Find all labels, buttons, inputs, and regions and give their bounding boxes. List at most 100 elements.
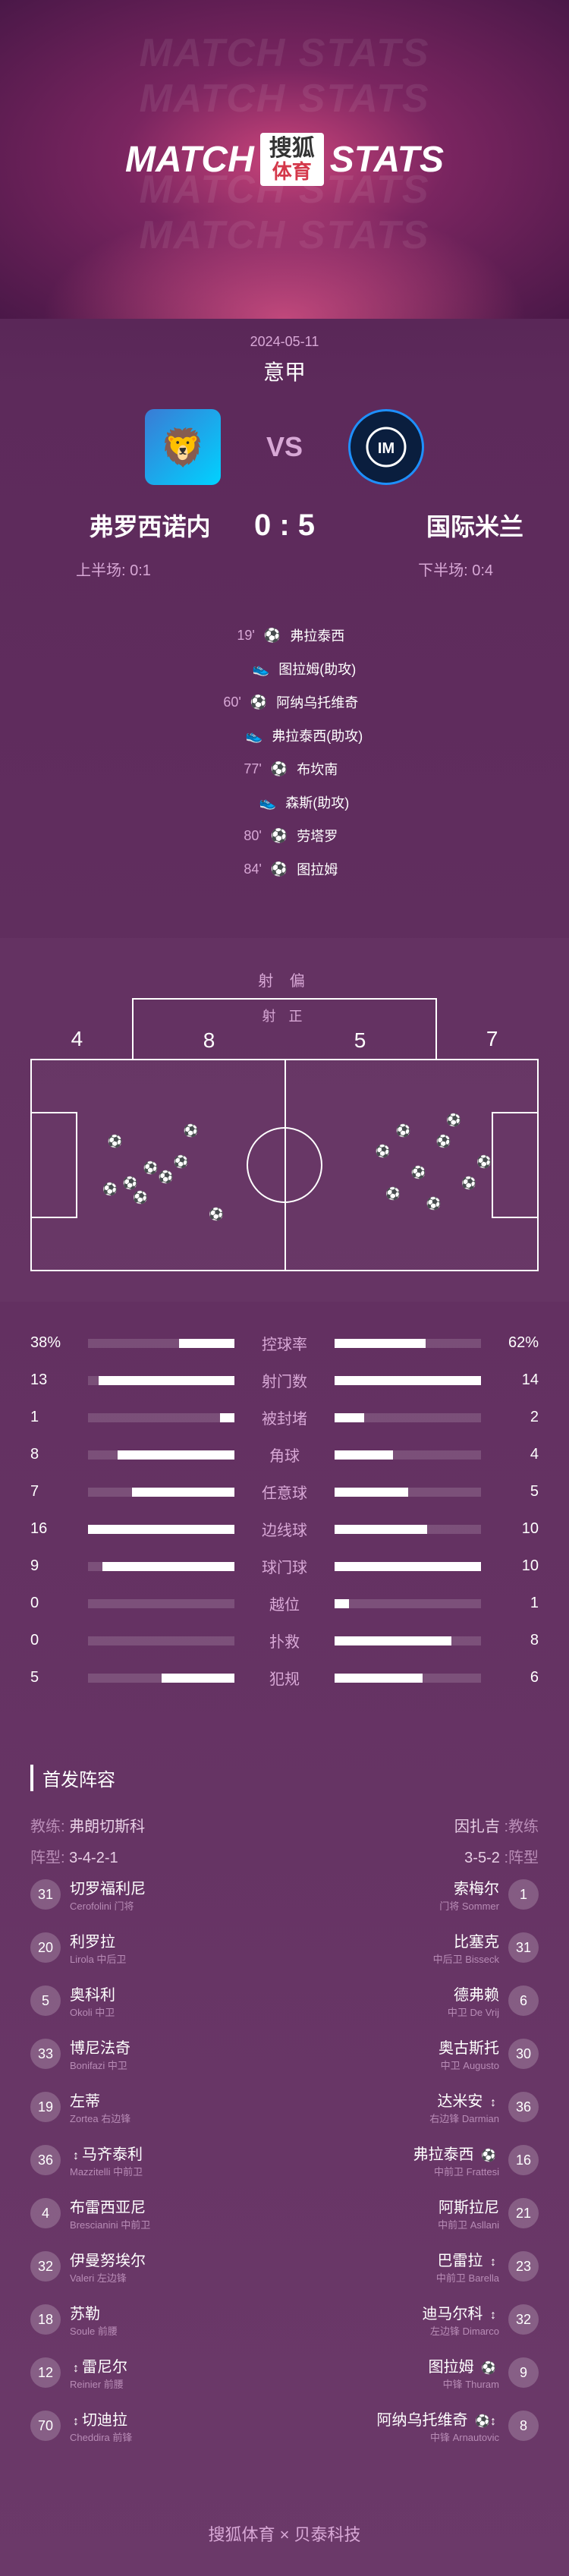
player-name-cn: ↕马齐泰利 xyxy=(70,2142,143,2164)
player-name-cn: 奥古斯托 xyxy=(439,2036,499,2058)
stat-row: 1 被封堵 2 xyxy=(30,1406,539,1428)
stat-away-value: 2 xyxy=(493,1409,539,1426)
player-name-cn: 图拉姆 ⚽ xyxy=(429,2354,499,2376)
away-player: 6 德弗赖 中卫 De Vrij xyxy=(284,1982,539,2019)
player-name-cn: 利罗拉 xyxy=(70,1929,126,1951)
stat-label: 边线球 xyxy=(247,1518,322,1540)
bg-text: MATCH STATS xyxy=(139,76,429,121)
stat-home-value: 13 xyxy=(30,1371,76,1389)
event-icon: ⚽ xyxy=(264,628,281,644)
player-name-cn: 阿斯拉尼 xyxy=(438,2195,499,2217)
stat-home-value: 38% xyxy=(30,1334,76,1352)
shot-dot: ⚽ xyxy=(143,1160,159,1176)
stat-home-bar xyxy=(88,1562,234,1571)
player-name-cn: 巴雷拉 ↕ xyxy=(436,2248,499,2270)
home-player: 70 ↕切迪拉 Cheddira 前锋 xyxy=(30,2408,284,2444)
stat-label: 被封堵 xyxy=(247,1406,322,1428)
away-off-target: 7 xyxy=(486,1027,498,1051)
player-name-cn: 左蒂 xyxy=(70,2089,130,2111)
shots-box: 射 正 8 5 xyxy=(132,998,437,1059)
stat-home-bar xyxy=(88,1674,234,1683)
stat-row: 16 边线球 10 xyxy=(30,1518,539,1540)
stat-away-bar xyxy=(335,1636,481,1645)
player-number: 8 xyxy=(508,2411,539,2441)
shots-off-label: 射 偏 xyxy=(30,968,539,990)
away-player: 23 巴雷拉 ↕ 中前卫 Barella xyxy=(284,2248,539,2285)
home-name: 弗罗西诺内 xyxy=(46,508,254,543)
event-time: 60' xyxy=(211,694,241,710)
player-name-en: Cerofolini 门将 xyxy=(70,1898,146,1913)
away-player: 31 比塞克 中后卫 Bisseck xyxy=(284,1929,539,1966)
match-date: 2024-05-11 xyxy=(30,334,539,350)
stat-row: 8 角球 4 xyxy=(30,1444,539,1466)
player-name-cn: 弗拉泰西 ⚽ xyxy=(413,2142,499,2164)
event-time: 84' xyxy=(231,861,262,877)
player-name-cn: 博尼法奇 xyxy=(70,2036,130,2058)
stat-away-bar xyxy=(335,1525,481,1534)
player-name-cn: 阿纳乌托维奇 ⚽↕ xyxy=(377,2408,499,2430)
player-name-en: Cheddira 前锋 xyxy=(70,2430,132,2444)
shot-dot: ⚽ xyxy=(446,1113,461,1128)
away-player: 30 奥古斯托 中卫 Augusto xyxy=(284,2036,539,2072)
stat-away-value: 10 xyxy=(493,1557,539,1575)
header-title: MATCH 搜狐 体育 STATS xyxy=(125,133,444,186)
stat-row: 7 任意球 5 xyxy=(30,1481,539,1503)
home-player: 36 ↕马齐泰利 Mazzitelli 中前卫 xyxy=(30,2142,284,2178)
stats-text: STATS xyxy=(330,139,444,181)
home-player: 32 伊曼努埃尔 Valeri 左边锋 xyxy=(30,2248,284,2285)
away-player: 36 达米安 ↕ 右边锋 Darmian xyxy=(284,2089,539,2125)
halves: 上半场: 0:1 下半场: 0:4 xyxy=(30,558,539,580)
player-event-icon: ↕ xyxy=(73,2362,79,2375)
player-event-icon: ⚽ xyxy=(481,2362,496,2375)
shots-on-label: 射 正 xyxy=(262,1006,307,1025)
player-number: 36 xyxy=(508,2092,539,2122)
player-name-en: Zortea 右边锋 xyxy=(70,2111,130,2125)
stat-away-bar xyxy=(335,1450,481,1460)
player-name-en: 中前卫 Asllani xyxy=(438,2217,499,2231)
player-name-en: Okoli 中卫 xyxy=(70,2004,115,2019)
player-name-cn: 布雷西亚尼 xyxy=(70,2195,150,2217)
stat-row: 38% 控球率 62% xyxy=(30,1332,539,1354)
stat-away-value: 62% xyxy=(493,1334,539,1352)
shot-dot: ⚽ xyxy=(436,1134,451,1149)
stat-away-bar xyxy=(335,1413,481,1422)
player-number: 4 xyxy=(30,2198,61,2228)
away-formation: 3-5-2 xyxy=(464,1850,500,1866)
away-on-target: 5 xyxy=(354,1028,366,1053)
events-list: 19'⚽弗拉泰西👟图拉姆(助攻)60'⚽阿纳乌托维奇👟弗拉泰西(助攻)77'⚽布… xyxy=(0,625,569,938)
svg-text:IM: IM xyxy=(378,440,395,457)
stat-row: 9 球门球 10 xyxy=(30,1555,539,1577)
stat-home-value: 5 xyxy=(30,1669,76,1686)
player-event-icon: ⚽ xyxy=(481,2149,496,2162)
player-number: 36 xyxy=(30,2145,61,2175)
away-player: 21 阿斯拉尼 中前卫 Asllani xyxy=(284,2195,539,2231)
player-number: 21 xyxy=(508,2198,539,2228)
player-name-en: 中卫 Augusto xyxy=(439,2058,499,2072)
event-player: 阿纳乌托维奇 xyxy=(276,692,358,712)
shot-dot: ⚽ xyxy=(476,1154,492,1170)
stats-section: 38% 控球率 62% 13 射门数 14 1 被封堵 2 8 角球 4 7 任… xyxy=(0,1302,569,1734)
event-time: 19' xyxy=(225,628,255,644)
away-player: 9 图拉姆 ⚽ 中锋 Thuram xyxy=(284,2354,539,2391)
formation-row: 阵型: 3-4-2-1 3-5-2 :阵型 xyxy=(30,1845,539,1867)
player-event-icon: ↕ xyxy=(490,2309,496,2322)
player-name-cn: ↕雷尼尔 xyxy=(70,2354,127,2376)
pitch-circle xyxy=(247,1127,322,1203)
player-row: 4 布雷西亚尼 Brescianini 中前卫 21 阿斯拉尼 中前卫 Asll… xyxy=(30,2195,539,2231)
event-time: 77' xyxy=(231,761,262,777)
stat-away-bar xyxy=(335,1488,481,1497)
player-event-icon: ⚽↕ xyxy=(475,2415,496,2428)
lineup-section: 首发阵容 教练: 弗朗切斯科 因扎吉 :教练 阵型: 3-4-2-1 3-5-2… xyxy=(0,1734,569,2491)
player-event-icon: ↕ xyxy=(490,2256,496,2269)
stat-home-bar xyxy=(88,1413,234,1422)
shot-dot: ⚽ xyxy=(133,1190,148,1205)
event-player: 弗拉泰西(助攻) xyxy=(272,726,363,745)
player-name-en: Reinier 前腰 xyxy=(70,2376,127,2391)
event-icon: ⚽ xyxy=(271,828,288,844)
event-icon: 👟 xyxy=(259,795,276,811)
stat-away-value: 5 xyxy=(493,1483,539,1501)
stat-away-value: 10 xyxy=(493,1520,539,1538)
event-icon: ⚽ xyxy=(271,761,288,777)
event-player: 弗拉泰西 xyxy=(290,625,344,645)
second-half: 下半场: 0:4 xyxy=(418,558,493,580)
